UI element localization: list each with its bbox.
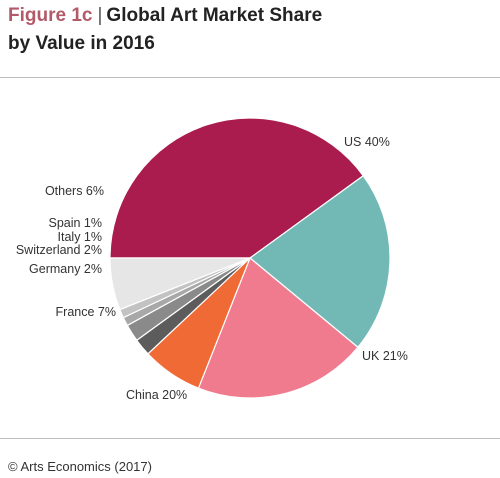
slice-label-uk: UK 21%	[362, 349, 408, 363]
chart-title-line-2: by Value in 2016	[8, 33, 155, 54]
pie-labels: US 40% UK 21% China 20% France 7% Germany 2%…	[16, 135, 408, 402]
pie-slice-china	[197, 257, 359, 399]
slice-label-germany: Germany 2%	[29, 262, 102, 276]
title-line-1: Figure 1c | Global Art Market Share	[8, 2, 492, 30]
slice-label-us: US 40%	[344, 135, 390, 149]
slice-label-china: China 20%	[126, 388, 187, 402]
pie-chart: US 40% UK 21% China 20% France 7% Germany 2%…	[16, 117, 408, 402]
slice-label-switzerland: Switzerland 2%	[16, 243, 102, 257]
chart-header: Figure 1c | Global Art Market Share by Val…	[8, 2, 492, 58]
pie-slice-us	[109, 117, 365, 259]
figure-label: Figure 1c	[8, 5, 93, 26]
pie-slices	[109, 117, 391, 399]
title-separator: |	[97, 5, 103, 26]
chart-title: Global Art Market Share	[106, 5, 323, 26]
slice-label-spain: Spain 1%	[48, 216, 102, 230]
bottom-divider	[0, 438, 500, 439]
source-note: © Arts Economics (2017)	[8, 459, 152, 474]
slice-label-others: Others 6%	[45, 184, 104, 198]
slice-label-italy: Italy 1%	[58, 230, 102, 244]
pie-slice-others	[109, 257, 251, 311]
pie-slice-uk	[249, 174, 391, 349]
top-divider	[0, 77, 500, 78]
slice-label-france: France 7%	[56, 305, 116, 319]
